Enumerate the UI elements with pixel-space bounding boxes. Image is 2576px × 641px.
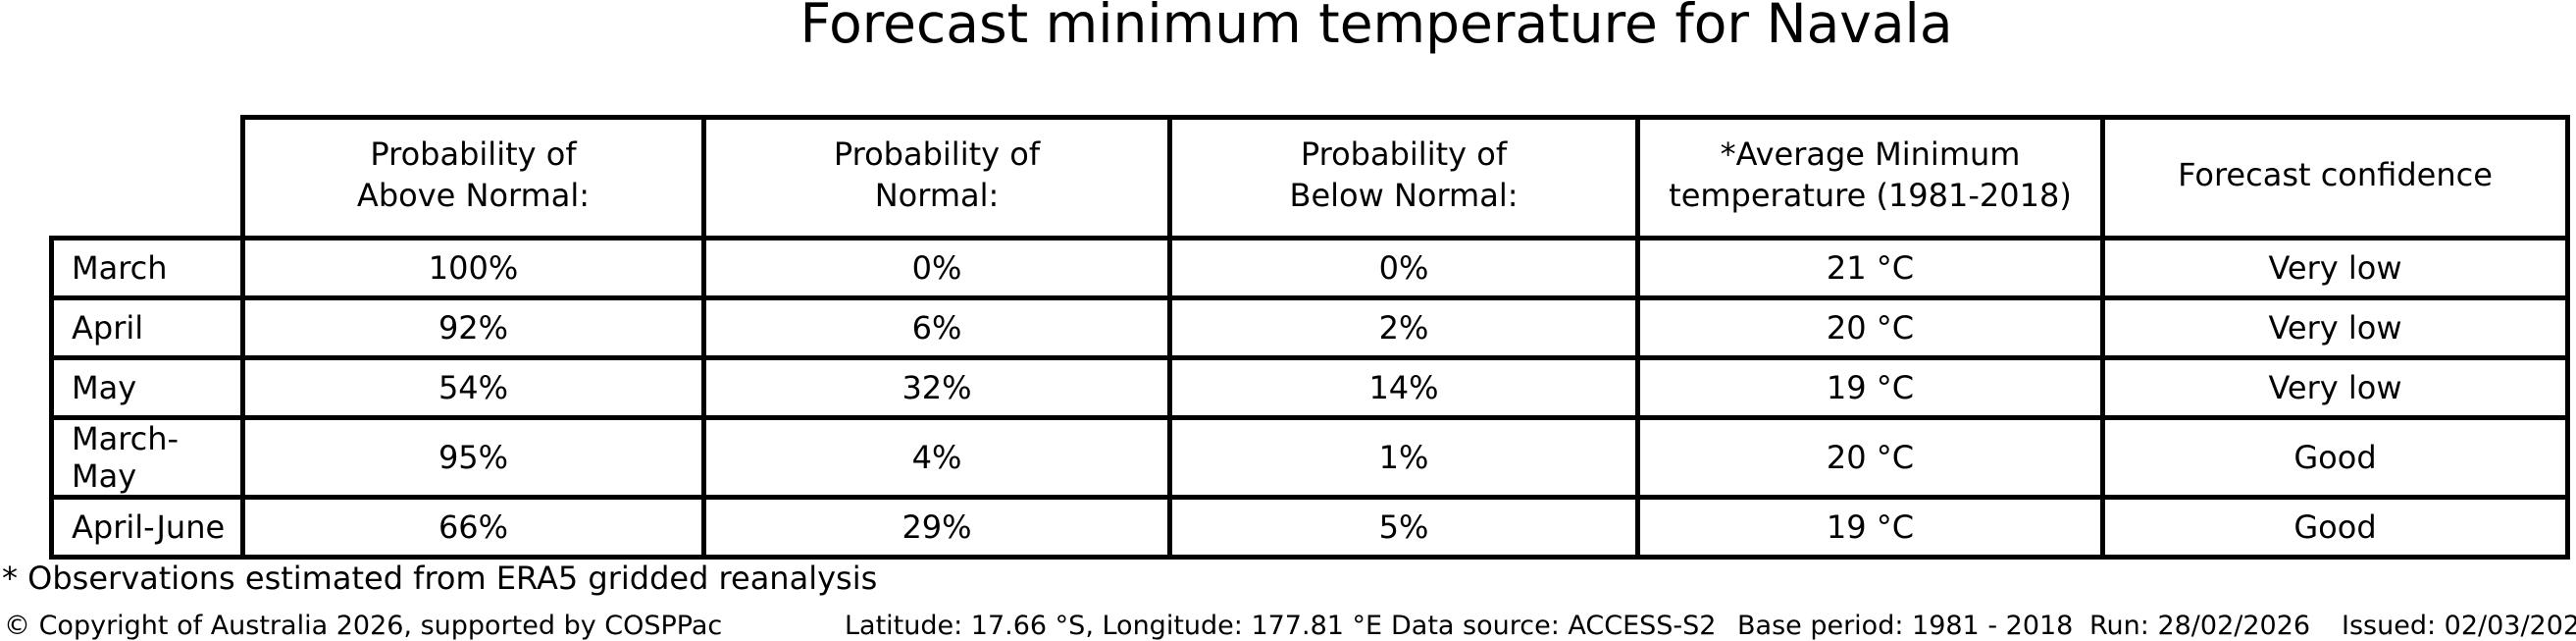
avg-temp-cell: 19 °C (1635, 495, 2105, 560)
prob-below-cell: 1% (1167, 415, 1640, 500)
forecast-table: Probability of Above Normal: Probability… (49, 115, 2570, 560)
base-period-text: Base period: 1981 - 2018 (1737, 611, 2074, 641)
row-label-cell: March (49, 236, 245, 300)
avg-temp-cell: 20 °C (1635, 295, 2105, 360)
data-source-text: Data source: ACCESS-S2 (1391, 611, 1717, 641)
issued-date-text: Issued: 02/03/2026 (2342, 611, 2576, 641)
col-header-avg-min-temp: *Average Minimum temperature (1981-2018) (1635, 115, 2105, 240)
table-header: Probability of Above Normal: Probability… (52, 115, 2570, 240)
prob-below-cell: 2% (1167, 295, 1640, 360)
prob-normal-cell: 32% (701, 355, 1172, 420)
col-header-prob-below-normal: Probability of Below Normal: (1167, 115, 1640, 240)
col-header-forecast-confidence: Forecast confidence (2100, 115, 2570, 240)
prob-above-cell: 92% (240, 295, 706, 360)
prob-normal-cell: 4% (701, 415, 1172, 500)
location-text: Latitude: 17.66 °S, Longitude: 177.81 °E (845, 611, 1383, 641)
prob-below-cell: 14% (1167, 355, 1640, 420)
confidence-cell: Very low (2100, 236, 2570, 300)
col-header-prob-above-normal: Probability of Above Normal: (240, 115, 706, 240)
table-row: March 100% 0% 0% 21 °C Very low (49, 236, 2570, 300)
footnote: * Observations estimated from ERA5 gridd… (2, 560, 878, 597)
prob-above-cell: 95% (240, 415, 706, 500)
prob-above-cell: 66% (240, 495, 706, 560)
confidence-cell: Good (2100, 495, 2570, 560)
prob-normal-cell: 0% (701, 236, 1172, 300)
prob-below-cell: 0% (1167, 236, 1640, 300)
prob-normal-cell: 6% (701, 295, 1172, 360)
table-row: March-May 95% 4% 1% 20 °C Good (49, 415, 2570, 500)
table-row: April-June 66% 29% 5% 19 °C Good (49, 495, 2570, 560)
row-label-cell: March-May (49, 415, 245, 500)
col-header-prob-normal: Probability of Normal: (701, 115, 1172, 240)
table-row: May 54% 32% 14% 19 °C Very low (49, 355, 2570, 420)
table-body: March 100% 0% 0% 21 °C Very low April 92% 6% 2% 20… (49, 236, 2570, 560)
corner-cell (52, 118, 243, 239)
prob-above-cell: 100% (240, 236, 706, 300)
avg-temp-cell: 19 °C (1635, 355, 2105, 420)
avg-temp-cell: 20 °C (1635, 415, 2105, 500)
confidence-cell: Good (2100, 415, 2570, 500)
confidence-cell: Very low (2100, 295, 2570, 360)
page-title: Forecast minimum temperature for Navala (799, 0, 1953, 55)
prob-below-cell: 5% (1167, 495, 1640, 560)
run-date-text: Run: 28/02/2026 (2089, 611, 2311, 641)
header-row: Probability of Above Normal: Probability… (52, 115, 2570, 240)
prob-normal-cell: 29% (701, 495, 1172, 560)
row-label-cell: April (49, 295, 245, 360)
confidence-cell: Very low (2100, 355, 2570, 420)
prob-above-cell: 54% (240, 355, 706, 420)
copyright-text: © Copyright of Australia 2026, supported… (4, 611, 723, 641)
row-label-cell: May (49, 355, 245, 420)
row-label-cell: April-June (49, 495, 245, 560)
avg-temp-cell: 21 °C (1635, 236, 2105, 300)
table-row: April 92% 6% 2% 20 °C Very low (49, 295, 2570, 360)
